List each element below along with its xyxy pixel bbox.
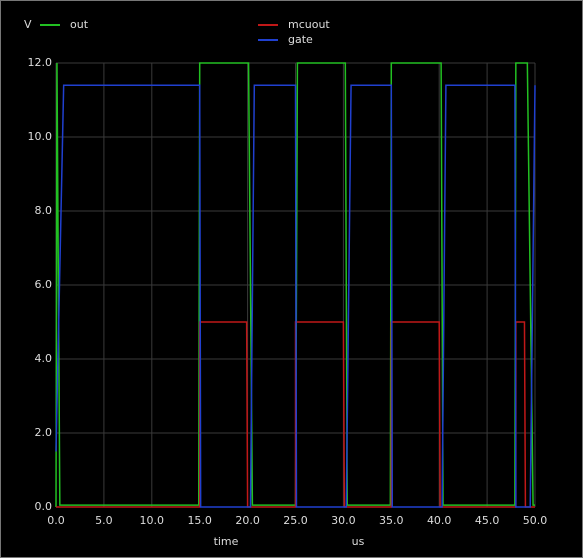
x-tick-label: 35.0	[379, 514, 404, 527]
series-line	[56, 321, 535, 508]
x-tick-label: 25.0	[283, 514, 308, 527]
x-tick-label: 40.0	[427, 514, 452, 527]
y-tick-label: 6.0	[35, 278, 53, 291]
x-tick-label: 45.0	[475, 514, 500, 527]
y-tick-label: 0.0	[35, 500, 53, 513]
y-tick-label: 4.0	[35, 352, 53, 365]
y-tick-label: 8.0	[35, 204, 53, 217]
y-tick-label: 12.0	[28, 56, 53, 69]
legend-label: gate	[288, 33, 313, 46]
series-line	[55, 84, 536, 508]
y-axis-label: V	[24, 18, 32, 31]
x-tick-label: 0.0	[47, 514, 65, 527]
x-tick-label: 50.0	[523, 514, 548, 527]
x-tick-label: 20.0	[235, 514, 260, 527]
legend-label: mcuout	[288, 18, 330, 31]
y-tick-label: 2.0	[35, 426, 53, 439]
x-tick-label: 30.0	[331, 514, 356, 527]
x-tick-label: 5.0	[95, 514, 113, 527]
legend-label: out	[70, 18, 89, 31]
x-axis-label: time	[214, 535, 239, 548]
x-tick-label: 10.0	[140, 514, 165, 527]
x-tick-label: 15.0	[187, 514, 212, 527]
x-axis-unit: us	[352, 535, 365, 548]
y-tick-label: 10.0	[28, 130, 53, 143]
